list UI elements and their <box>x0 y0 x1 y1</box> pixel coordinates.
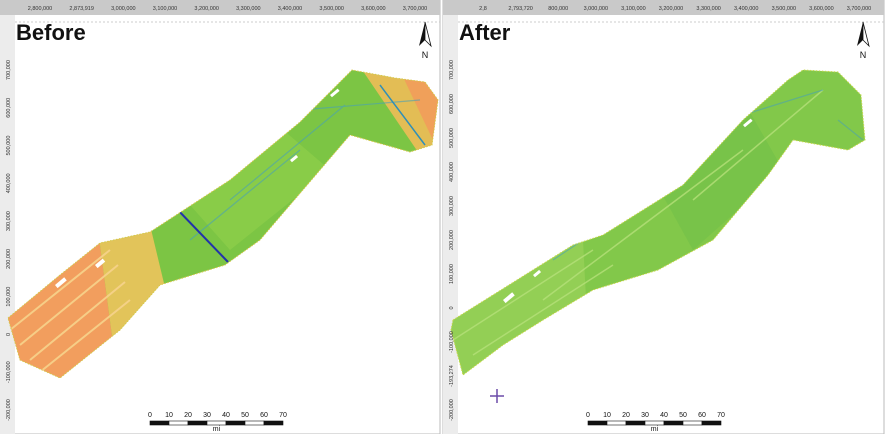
top-axis-label: 3,100,000 <box>621 6 645 12</box>
scale-label: 0 <box>148 412 152 419</box>
scale-segment <box>625 420 646 426</box>
north-arrow <box>857 22 863 46</box>
scale-label: 0 <box>586 412 590 419</box>
scale-label: 30 <box>641 412 649 419</box>
left-axis-label: -200,000 <box>449 399 455 421</box>
scale-label: 40 <box>222 412 230 419</box>
top-axis-label: 3,400,000 <box>278 6 302 12</box>
scale-label: 50 <box>241 412 249 419</box>
panel-after: After <box>442 0 885 434</box>
left-axis-label: 500,000 <box>6 136 12 156</box>
top-axis-label: 2,873,919 <box>69 6 93 12</box>
top-axis-label: 3,200,000 <box>194 6 218 12</box>
swath-edge <box>450 69 866 376</box>
left-axis-label: -200,000 <box>6 399 12 421</box>
scale-label: 70 <box>717 412 725 419</box>
top-axis-label: 2,8 <box>479 6 487 12</box>
scale-label: 40 <box>660 412 668 419</box>
scale-segment <box>644 420 665 426</box>
scale-label: 50 <box>679 412 687 419</box>
panel-title: After <box>459 20 511 45</box>
top-axis-label: 3,000,000 <box>111 6 135 12</box>
scale-label: 60 <box>698 412 706 419</box>
cursor <box>490 389 504 403</box>
north-arrow <box>862 21 870 48</box>
scale-segment <box>701 420 722 426</box>
scale-segment <box>206 420 227 426</box>
top-ruler <box>443 0 884 15</box>
scale-segment <box>149 420 170 426</box>
panel-before: Before <box>0 0 441 434</box>
left-axis-label: 500,000 <box>449 128 455 148</box>
left-axis-label: 200,000 <box>6 249 12 269</box>
scale-segment <box>263 420 284 426</box>
left-axis-label: 600,000 <box>6 98 12 118</box>
north-label: N <box>860 50 867 60</box>
swath-edge <box>7 69 439 379</box>
left-axis-label: 600,000 <box>449 94 455 114</box>
top-axis-label: 800,000 <box>548 6 568 12</box>
scale-segment <box>663 420 684 426</box>
top-axis-label: 3,600,000 <box>809 6 833 12</box>
top-axis-label: 3,200,000 <box>659 6 683 12</box>
left-axis-label: 300,000 <box>449 196 455 216</box>
scale-label: 30 <box>203 412 211 419</box>
top-axis-label: 3,300,000 <box>236 6 260 12</box>
top-axis-label: 3,500,000 <box>319 6 343 12</box>
left-axis-label: 400,000 <box>6 173 12 193</box>
top-axis-label: 3,400,000 <box>734 6 758 12</box>
scale-label: 10 <box>603 412 611 419</box>
panel-title: Before <box>16 20 86 45</box>
scale-segment <box>682 420 703 426</box>
scale-segment <box>244 420 265 426</box>
left-axis-label: 100,000 <box>449 264 455 284</box>
top-axis-label: 2,793,720 <box>508 6 532 12</box>
scale-label: 10 <box>165 412 173 419</box>
scale-segment <box>225 420 246 426</box>
scale-segment <box>168 420 189 426</box>
top-axis-label: 3,600,000 <box>361 6 385 12</box>
left-axis-label: -100,000 <box>449 331 455 353</box>
left-axis-label: 300,000 <box>6 211 12 231</box>
left-axis-label: 0 <box>449 306 455 309</box>
north-arrow <box>419 22 425 46</box>
top-axis-label: 3,700,000 <box>847 6 871 12</box>
top-axis-label: 3,700,000 <box>403 6 427 12</box>
scale-unit: mi <box>213 426 221 433</box>
top-axis-label: 3,300,000 <box>696 6 720 12</box>
scale-segment <box>187 420 208 426</box>
left-axis-label: 0 <box>6 333 12 336</box>
top-axis-label: 3,500,000 <box>772 6 796 12</box>
left-axis-label: 400,000 <box>449 162 455 182</box>
top-axis-label: 3,100,000 <box>153 6 177 12</box>
scale-segment <box>606 420 627 426</box>
north-arrow <box>424 21 432 48</box>
left-axis-label: 700,000 <box>449 60 455 80</box>
scale-label: 70 <box>279 412 287 419</box>
scale-label: 60 <box>260 412 268 419</box>
top-axis-label: 3,000,000 <box>584 6 608 12</box>
scale-segment <box>587 420 608 426</box>
left-axis-label: 700,000 <box>6 60 12 80</box>
left-axis-label: 200,000 <box>449 230 455 250</box>
top-ruler <box>0 0 440 15</box>
left-axis-label: 100,000 <box>6 287 12 307</box>
scale-label: 20 <box>184 412 192 419</box>
scale-unit: mi <box>651 426 659 433</box>
top-axis-label: 2,800,000 <box>28 6 52 12</box>
north-label: N <box>422 50 429 60</box>
left-axis-label: -100,000 <box>6 361 12 383</box>
scale-label: 20 <box>622 412 630 419</box>
left-axis-label: -193,274 <box>449 365 455 387</box>
